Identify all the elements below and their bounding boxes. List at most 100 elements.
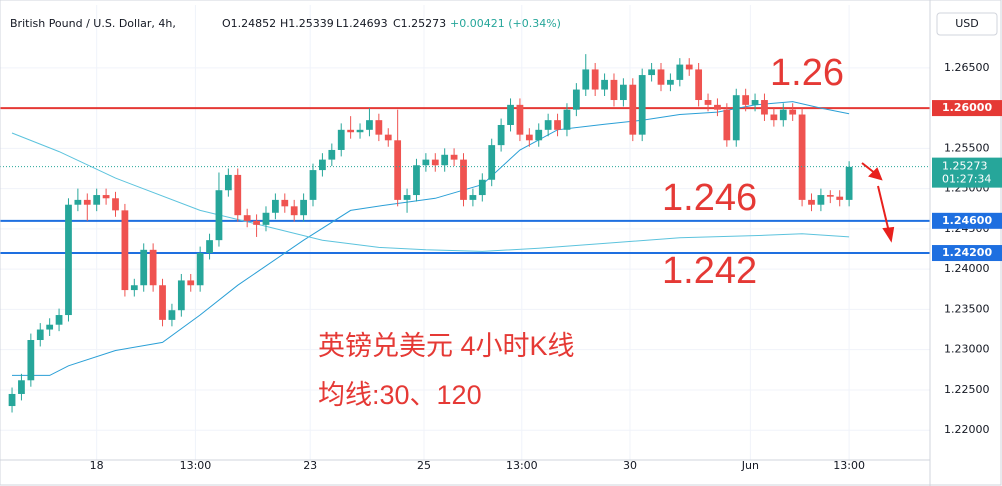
candle-body bbox=[572, 89, 580, 110]
candle-body bbox=[732, 95, 740, 141]
candle-body bbox=[149, 249, 157, 286]
candle-body bbox=[187, 280, 195, 286]
arrow bbox=[877, 185, 890, 233]
candle-body bbox=[845, 166, 853, 200]
candle-body bbox=[130, 285, 138, 291]
level-label: 1.24600 bbox=[942, 214, 992, 227]
level-label-box bbox=[932, 100, 1002, 117]
arrow-head bbox=[882, 226, 895, 243]
level-label-box bbox=[932, 212, 1002, 229]
candle-body bbox=[177, 280, 185, 311]
candle-body bbox=[93, 195, 101, 205]
currency-box[interactable] bbox=[936, 12, 998, 36]
last-price-box bbox=[932, 157, 1002, 188]
y-tick-label: 1.23000 bbox=[944, 343, 990, 356]
candle-body bbox=[253, 220, 260, 225]
x-tick-label: 18 bbox=[90, 459, 104, 472]
candle-body bbox=[281, 199, 289, 207]
candle-body bbox=[290, 206, 298, 216]
ohlc-change: +0.00421 (+0.34%) bbox=[450, 17, 561, 30]
candle-body bbox=[817, 195, 825, 205]
candle-body bbox=[375, 120, 383, 135]
x-tick-label: 13:00 bbox=[506, 459, 538, 472]
level-label: 1.24200 bbox=[942, 246, 992, 259]
y-tick-label: 1.25500 bbox=[944, 141, 990, 154]
candle-body bbox=[215, 190, 223, 241]
annotation: 1.242 bbox=[662, 250, 757, 292]
candle-body bbox=[761, 100, 768, 115]
candle-body bbox=[798, 114, 806, 200]
candle-body bbox=[667, 79, 674, 85]
candle-body bbox=[403, 195, 411, 200]
level-label: 1.26000 bbox=[942, 101, 992, 114]
candle-body bbox=[441, 154, 449, 166]
y-tick-label: 1.23500 bbox=[944, 302, 990, 315]
candle-body bbox=[497, 124, 505, 146]
x-tick-label: 13:00 bbox=[833, 459, 865, 472]
ohlc-low: L1.24693 bbox=[336, 17, 388, 30]
candle-body bbox=[789, 109, 797, 115]
candle-body bbox=[535, 129, 543, 141]
moving-average bbox=[11, 132, 850, 252]
candle-body bbox=[751, 100, 759, 105]
countdown: 01:27:34 bbox=[942, 173, 991, 186]
candle-body bbox=[36, 329, 44, 341]
candle-body bbox=[46, 324, 54, 330]
candle-body bbox=[309, 170, 317, 200]
candle-body bbox=[460, 159, 467, 200]
candle-body bbox=[224, 174, 232, 191]
candle-body bbox=[685, 64, 693, 70]
candle-body bbox=[337, 129, 345, 150]
ohlc-high: H1.25339 bbox=[280, 17, 334, 30]
candle-body bbox=[836, 196, 844, 200]
plot bbox=[0, 54, 930, 413]
candle-body bbox=[384, 134, 392, 141]
ohlc-close: C1.25273 bbox=[393, 17, 446, 30]
arrows bbox=[861, 162, 895, 243]
candle-body bbox=[554, 120, 561, 130]
y-tick-label: 1.22000 bbox=[944, 423, 990, 436]
candle-body bbox=[394, 140, 402, 200]
candle-body bbox=[742, 95, 750, 105]
arrow-head bbox=[868, 167, 883, 181]
candle-body bbox=[55, 315, 63, 325]
level-label-box bbox=[932, 245, 1002, 262]
candle-body bbox=[121, 210, 129, 291]
annotation: 均线:30、120 bbox=[318, 380, 482, 410]
candle-body bbox=[591, 69, 599, 90]
candle-body bbox=[488, 145, 496, 180]
candle-body bbox=[620, 84, 627, 101]
candle-body bbox=[319, 159, 326, 171]
candle-body bbox=[300, 199, 307, 216]
candle-body bbox=[779, 109, 787, 121]
y-tick-label: 1.22500 bbox=[944, 383, 990, 396]
annotation: 1.26 bbox=[770, 52, 844, 94]
candle-body bbox=[695, 69, 703, 101]
candle-body bbox=[723, 109, 731, 141]
candle-body bbox=[657, 69, 665, 85]
candle-body bbox=[206, 240, 213, 254]
x-tick-label: Jun bbox=[741, 459, 759, 472]
candle-body bbox=[8, 393, 16, 407]
x-tick-label: 25 bbox=[417, 459, 431, 472]
candle-body bbox=[563, 109, 571, 130]
candle-body bbox=[366, 120, 373, 130]
candle-body bbox=[770, 114, 778, 121]
candle-body bbox=[243, 215, 251, 221]
candle-body bbox=[83, 199, 91, 205]
y-tick-label: 1.26500 bbox=[944, 61, 990, 74]
candle-body bbox=[140, 249, 148, 286]
candle-body bbox=[638, 75, 646, 135]
candle-body bbox=[159, 285, 166, 320]
candle-body bbox=[525, 134, 533, 141]
candle-body bbox=[234, 174, 242, 216]
candle-body bbox=[112, 198, 119, 211]
candle-body bbox=[422, 159, 430, 166]
candle-body bbox=[328, 149, 336, 160]
candle-body bbox=[714, 104, 721, 110]
x-tick-label: 23 bbox=[303, 459, 317, 472]
y-tick-label: 1.24000 bbox=[944, 262, 990, 275]
candle-body bbox=[516, 104, 524, 135]
